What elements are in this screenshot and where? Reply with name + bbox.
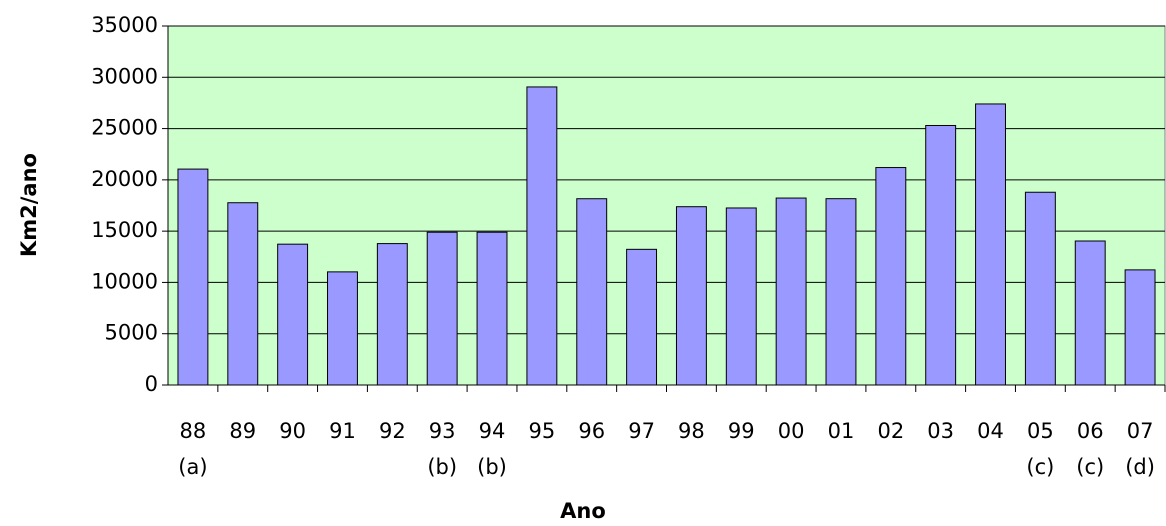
bar (177, 168, 209, 386)
bar (825, 198, 857, 386)
bar (875, 167, 907, 386)
x-tick-label: 98 (678, 419, 705, 443)
bar (277, 243, 309, 386)
x-tick-label: 01 (828, 419, 855, 443)
x-tick-note: (b) (427, 455, 457, 479)
bar (1024, 191, 1056, 386)
bar (376, 243, 408, 386)
x-axis-label: Ano (560, 499, 606, 523)
x-tick-label: 92 (379, 419, 406, 443)
y-tick-label: 35000 (91, 13, 158, 37)
y-tick-label: 30000 (91, 64, 158, 88)
bar (975, 103, 1006, 386)
x-tick-label: 99 (728, 419, 755, 443)
x-tick-label: 02 (877, 419, 904, 443)
x-tick-label: 07 (1127, 419, 1154, 443)
x-tick-label: 94 (479, 419, 506, 443)
x-tick-label: 93 (429, 419, 456, 443)
y-tick-label: 5000 (105, 321, 158, 345)
plot-area (167, 25, 1166, 386)
bar (925, 124, 957, 386)
bar (526, 86, 558, 386)
y-tick-label: 10000 (91, 269, 158, 293)
x-tick-label: 04 (977, 419, 1004, 443)
x-tick-label: 00 (778, 419, 805, 443)
bar (227, 202, 259, 386)
bar (675, 206, 707, 386)
bar (626, 248, 658, 386)
x-tick-note: (b) (477, 455, 507, 479)
x-tick-label: 89 (229, 419, 256, 443)
bar (426, 231, 458, 386)
x-tick-label: 05 (1027, 419, 1054, 443)
x-tick-note: (d) (1125, 455, 1155, 479)
y-tick-label: 0 (145, 372, 158, 396)
x-tick-note: (c) (1026, 455, 1054, 479)
y-tick-label: 20000 (91, 167, 158, 191)
bar (327, 271, 358, 386)
x-tick-note: (a) (178, 455, 207, 479)
bar (1074, 240, 1106, 386)
bar (576, 198, 608, 386)
x-tick-label: 96 (578, 419, 605, 443)
x-tick-label: 90 (279, 419, 306, 443)
x-tick-label: 88 (180, 419, 207, 443)
x-tick-note: (c) (1076, 455, 1104, 479)
x-tick-label: 06 (1077, 419, 1104, 443)
x-tick-label: 91 (329, 419, 356, 443)
bar (1124, 269, 1156, 386)
x-tick-label: 97 (628, 419, 655, 443)
y-tick-label: 25000 (91, 116, 158, 140)
bar (725, 207, 757, 386)
x-tick-label: 03 (927, 419, 954, 443)
y-axis-label: Km2/ano (17, 153, 41, 257)
bar (476, 231, 508, 386)
bar (775, 197, 807, 386)
x-tick-label: 95 (529, 419, 556, 443)
y-tick-label: 15000 (91, 218, 158, 242)
